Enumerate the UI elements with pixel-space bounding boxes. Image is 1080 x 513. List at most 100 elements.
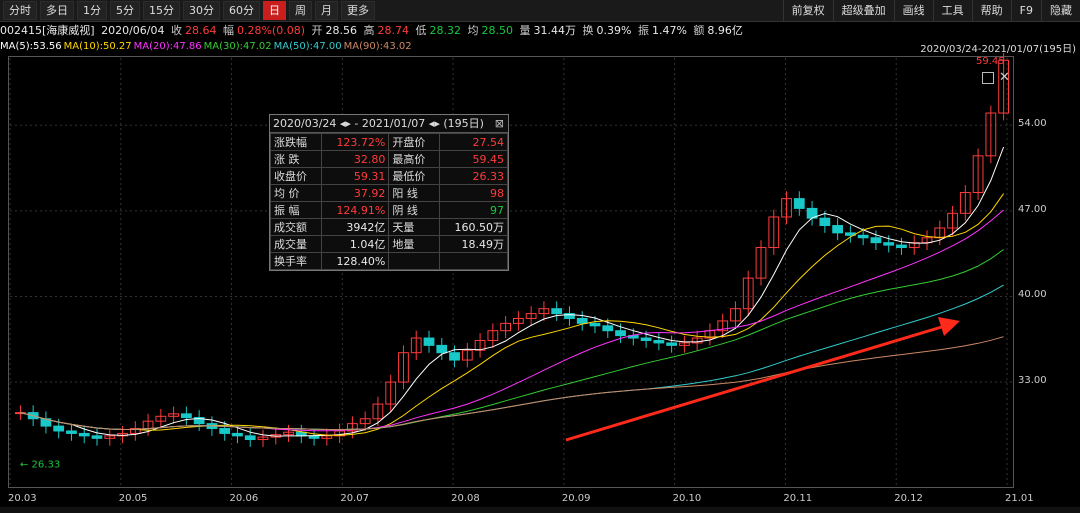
toolbar-menu-item[interactable]: 工具 <box>932 0 972 21</box>
turnover-value: 0.39% <box>596 24 632 37</box>
stats-value: 128.40% <box>320 252 390 270</box>
stats-label: 最低价 <box>388 167 440 185</box>
stats-label: 地量 <box>388 235 440 253</box>
x-tick-label: 21.01 <box>1004 493 1034 504</box>
high-price-label: 59.45 <box>976 56 1005 67</box>
candle-body <box>423 337 435 346</box>
stats-value: 1.04亿 <box>320 235 390 253</box>
candle-body <box>155 415 167 422</box>
period-button[interactable]: 月 <box>315 1 338 20</box>
period-button[interactable]: 60分 <box>223 1 260 20</box>
candle-body <box>870 237 882 244</box>
quote-bar: 002415[海康威视] 2020/06/04 收 28.64 幅 0.28%(0.… <box>0 22 746 40</box>
toolbar-menu-item[interactable]: 超级叠加 <box>832 0 894 21</box>
period-button[interactable]: 30分 <box>183 1 220 20</box>
x-tick-label: 20.06 <box>229 493 259 504</box>
candle-body <box>308 435 320 439</box>
x-tick-label: 20.10 <box>672 493 702 504</box>
period-button[interactable]: 5分 <box>110 1 140 20</box>
stats-label: 阳 线 <box>388 184 440 202</box>
toolbar-menu-item[interactable]: 前复权 <box>782 0 833 21</box>
candle-body <box>538 308 550 315</box>
stats-label: 收盘价 <box>270 167 322 185</box>
stats-table: 涨跌幅 123.72% 开盘价 27.54 涨 跌 32.80 最高价 59.45 收盘价 59.… <box>270 133 509 270</box>
toolbar-menu-item[interactable]: 帮助 <box>971 0 1011 21</box>
candle-body <box>168 413 180 417</box>
popup-title-bar: 2020/03/24 ◂▸ - 2021/01/07 ◂▸ (195日) ⊠ <box>270 115 508 133</box>
stats-row: 成交额 3942亿 天量 160.50万 <box>270 218 509 236</box>
candle-body <box>896 244 907 249</box>
candle-body <box>257 436 269 441</box>
popup-close-icon[interactable]: ⊠ <box>494 117 504 130</box>
x-tick-label: 20.11 <box>783 493 813 504</box>
candle-body <box>449 352 460 361</box>
stats-label: 均 价 <box>270 184 322 202</box>
stock-code-name[interactable]: 002415[海康威视] <box>0 24 95 37</box>
period-button[interactable]: 更多 <box>341 1 375 20</box>
period-button[interactable]: 多日 <box>40 1 74 20</box>
ma-legend-item: MA(30):47.02 <box>203 41 272 52</box>
candle-body <box>883 242 895 246</box>
candle-body <box>666 342 678 346</box>
high-label: 高 <box>363 24 375 37</box>
ma-line-50 <box>20 284 1004 431</box>
ma-line-5 <box>20 146 1005 437</box>
ma-line-10 <box>20 193 1005 436</box>
period-toolbar: 分时 多日 1分 5分 15分 30分 60分日周月更多 前复权 超级叠加 画线 工具 帮助 F9 隐藏 <box>0 0 1080 22</box>
range-stats-popup: 2020/03/24 ◂▸ - 2021/01/07 ◂▸ (195日) ⊠ 涨… <box>269 114 509 271</box>
stats-row: 收盘价 59.31 最低价 26.33 <box>270 167 509 185</box>
candle-body <box>244 435 256 441</box>
ma-line-90 <box>20 336 1004 431</box>
candle-body <box>742 277 754 310</box>
amount-label: 额 <box>693 24 705 37</box>
stats-value: 59.45 <box>438 150 509 168</box>
amplitude-label: 振 <box>637 24 649 37</box>
candle-body <box>398 352 409 383</box>
period-button[interactable]: 分时 <box>3 1 37 20</box>
amplitude-value: 1.47% <box>651 24 687 37</box>
toolbar-menu-item[interactable]: 画线 <box>893 0 933 21</box>
range-label: 2020/03/24-2021/01/07(195日) <box>920 44 1076 55</box>
x-tick-label: 20.03 <box>8 493 37 504</box>
stats-value: 18.49万 <box>438 235 509 253</box>
stats-label: 成交额 <box>270 218 322 236</box>
period-button[interactable]: 15分 <box>143 1 180 20</box>
candle-body <box>755 247 767 279</box>
candle-body <box>998 59 1010 114</box>
candle-body <box>461 349 473 361</box>
open-label: 开 <box>311 24 323 37</box>
volume-panel-strip <box>0 507 1080 513</box>
ma-legend-item: MA(5):53.56 <box>0 41 62 52</box>
candle-body <box>129 428 141 434</box>
stats-label: 开盘价 <box>388 133 440 151</box>
candle-body <box>653 339 665 344</box>
candle-body <box>781 198 792 218</box>
candle-body <box>525 313 537 319</box>
candle-body <box>717 320 729 332</box>
x-tick-label: 20.09 <box>561 493 591 504</box>
candle-body <box>15 412 26 415</box>
candle-body <box>819 217 831 227</box>
candle-body <box>78 432 90 437</box>
stats-label: 振 幅 <box>270 201 322 219</box>
restore-window-icon[interactable] <box>982 72 994 84</box>
candle-body <box>679 342 690 346</box>
candle-body <box>857 234 869 239</box>
stats-label: 阴 线 <box>388 201 440 219</box>
candle-body <box>959 192 971 214</box>
candle-body <box>589 322 601 327</box>
period-button[interactable]: 日 <box>263 1 286 20</box>
close-chart-icon[interactable]: ✕ <box>999 70 1010 85</box>
period-button[interactable]: 周 <box>289 1 312 20</box>
candle-body <box>564 313 575 319</box>
period-button[interactable]: 1分 <box>77 1 107 20</box>
candle-body <box>602 325 614 332</box>
stats-label: 成交量 <box>270 235 322 253</box>
candle-body <box>53 425 65 432</box>
candle-body <box>985 112 997 157</box>
toolbar-menu-item[interactable]: F9 <box>1010 0 1041 21</box>
toolbar-menu-item[interactable]: 隐藏 <box>1041 0 1080 21</box>
stats-value: 37.92 <box>320 184 390 202</box>
candle-body <box>436 344 448 354</box>
